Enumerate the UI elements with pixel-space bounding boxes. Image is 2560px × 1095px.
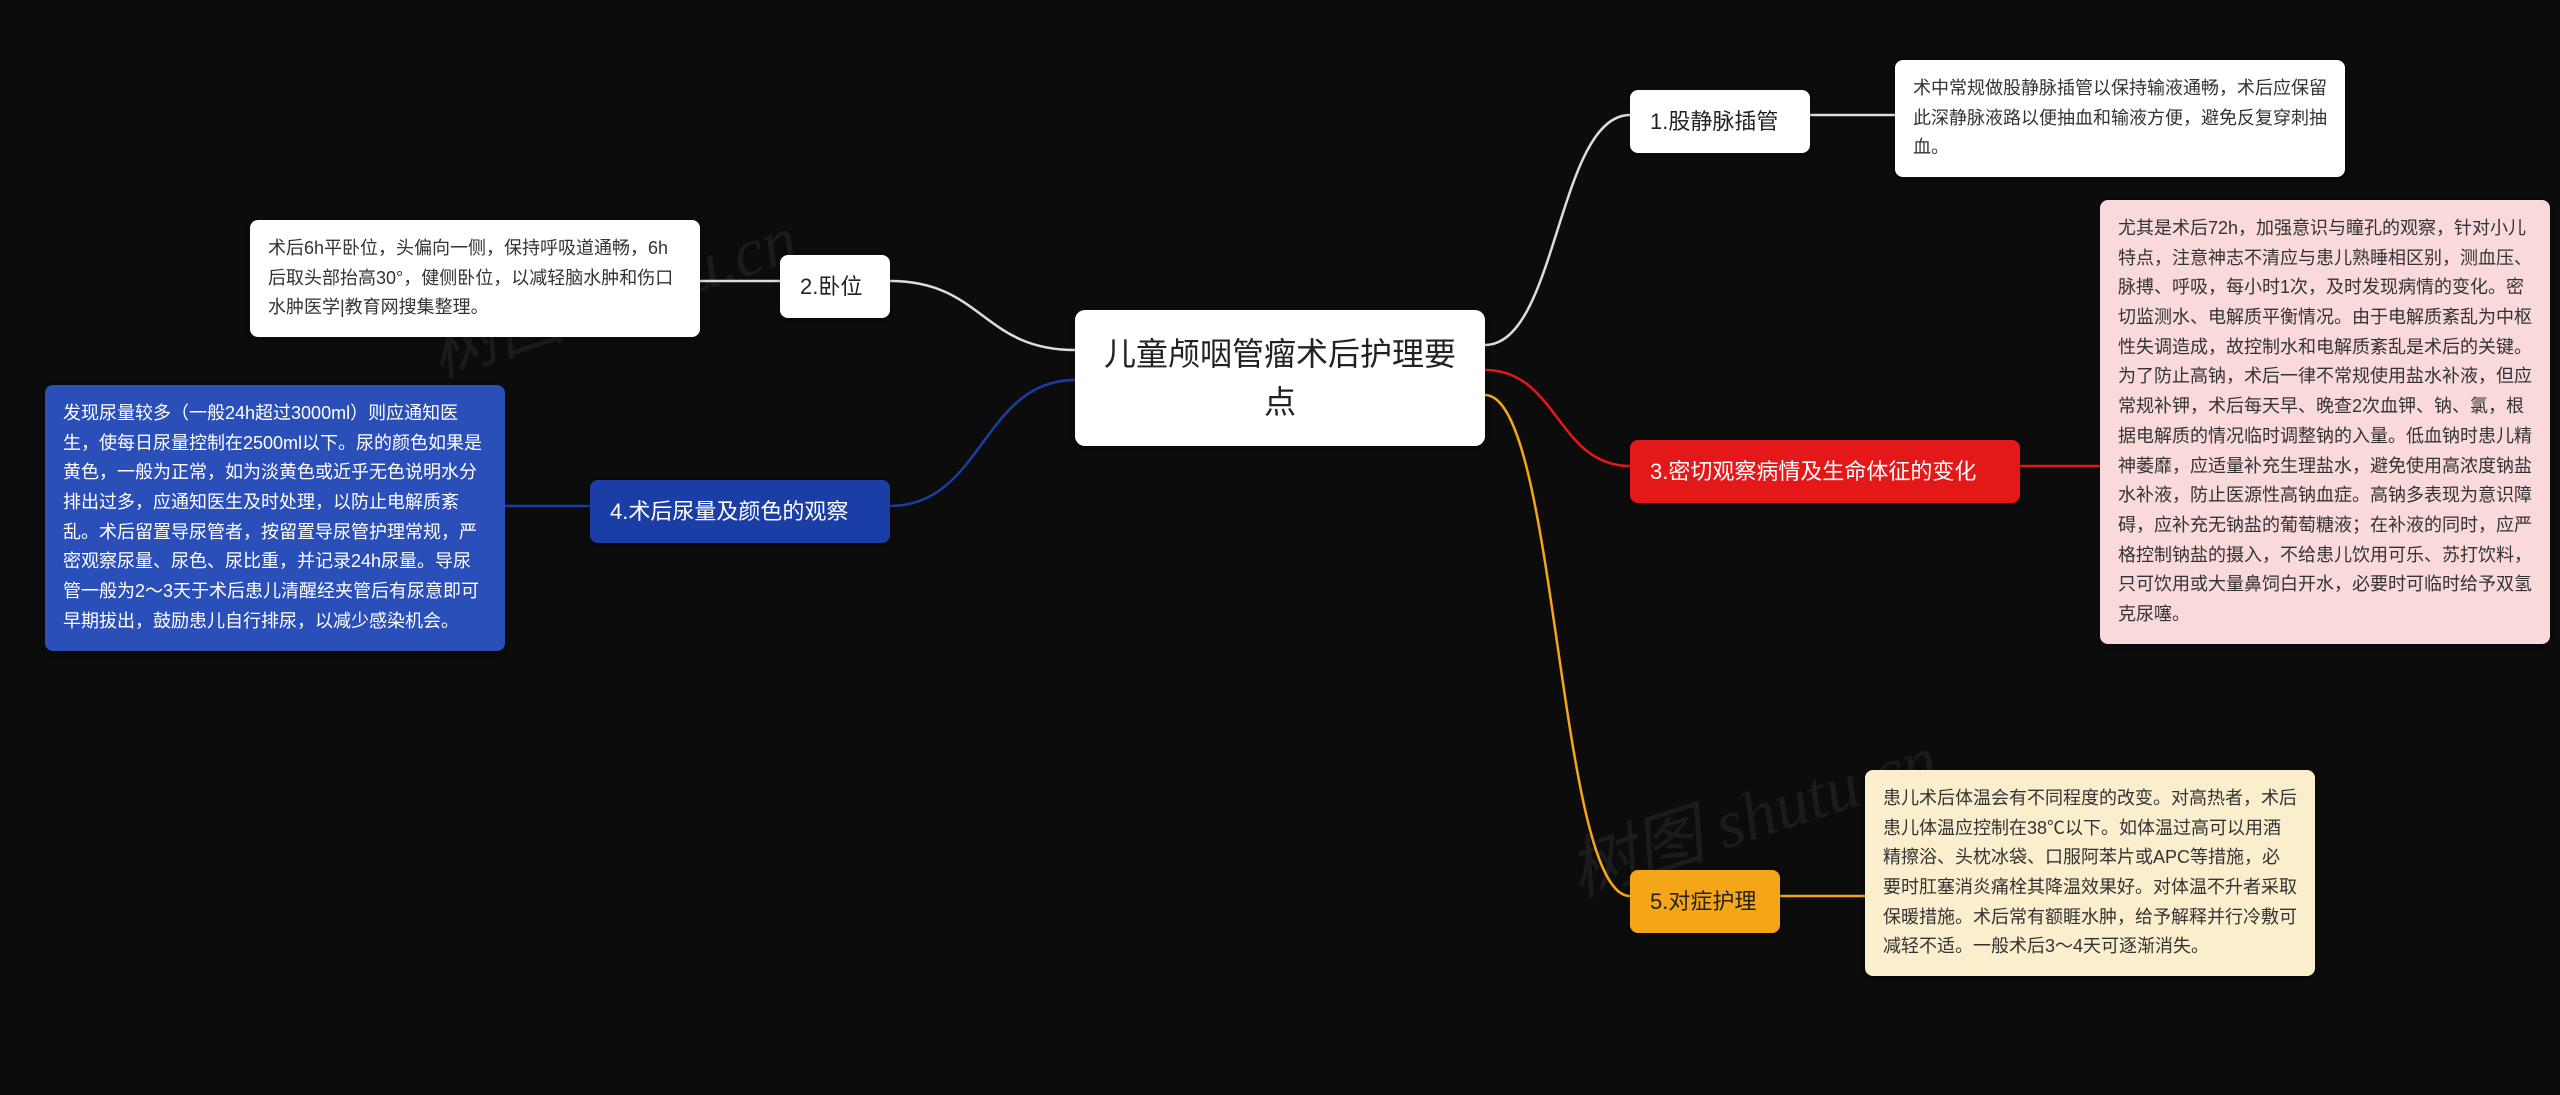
- branch-1-detail: 术中常规做股静脉插管以保持输液通畅，术后应保留此深静脉液路以便抽血和输液方便，避…: [1895, 60, 2345, 177]
- branch-4-urine[interactable]: 4.术后尿量及颜色的观察: [590, 480, 890, 543]
- branch-4-detail: 发现尿量较多（一般24h超过3000ml）则应通知医生，使每日尿量控制在2500…: [45, 385, 505, 651]
- branch-2-detail: 术后6h平卧位，头偏向一侧，保持呼吸道通畅，6h后取头部抬高30°，健侧卧位，以…: [250, 220, 700, 337]
- root-node[interactable]: 儿童颅咽管瘤术后护理要点: [1075, 310, 1485, 446]
- edge: [890, 281, 1075, 350]
- edge: [890, 380, 1075, 506]
- branch-3-detail: 尤其是术后72h，加强意识与瞳孔的观察，针对小儿特点，注意神志不清应与患儿熟睡相…: [2100, 200, 2550, 644]
- branch-3-vitals[interactable]: 3.密切观察病情及生命体征的变化: [1630, 440, 2020, 503]
- branch-2-position[interactable]: 2.卧位: [780, 255, 890, 318]
- edge: [1485, 370, 1630, 466]
- branch-5-detail: 患儿术后体温会有不同程度的改变。对高热者，术后患儿体温应控制在38℃以下。如体温…: [1865, 770, 2315, 976]
- mindmap-canvas: 树图 shutu.cn 树图 shutu.cn 儿童颅咽管瘤术后护理要点 2.卧…: [0, 0, 2560, 1095]
- branch-5-symptomatic[interactable]: 5.对症护理: [1630, 870, 1780, 933]
- edge: [1485, 115, 1630, 345]
- branch-1-femoral[interactable]: 1.股静脉插管: [1630, 90, 1810, 153]
- edge: [1485, 395, 1630, 896]
